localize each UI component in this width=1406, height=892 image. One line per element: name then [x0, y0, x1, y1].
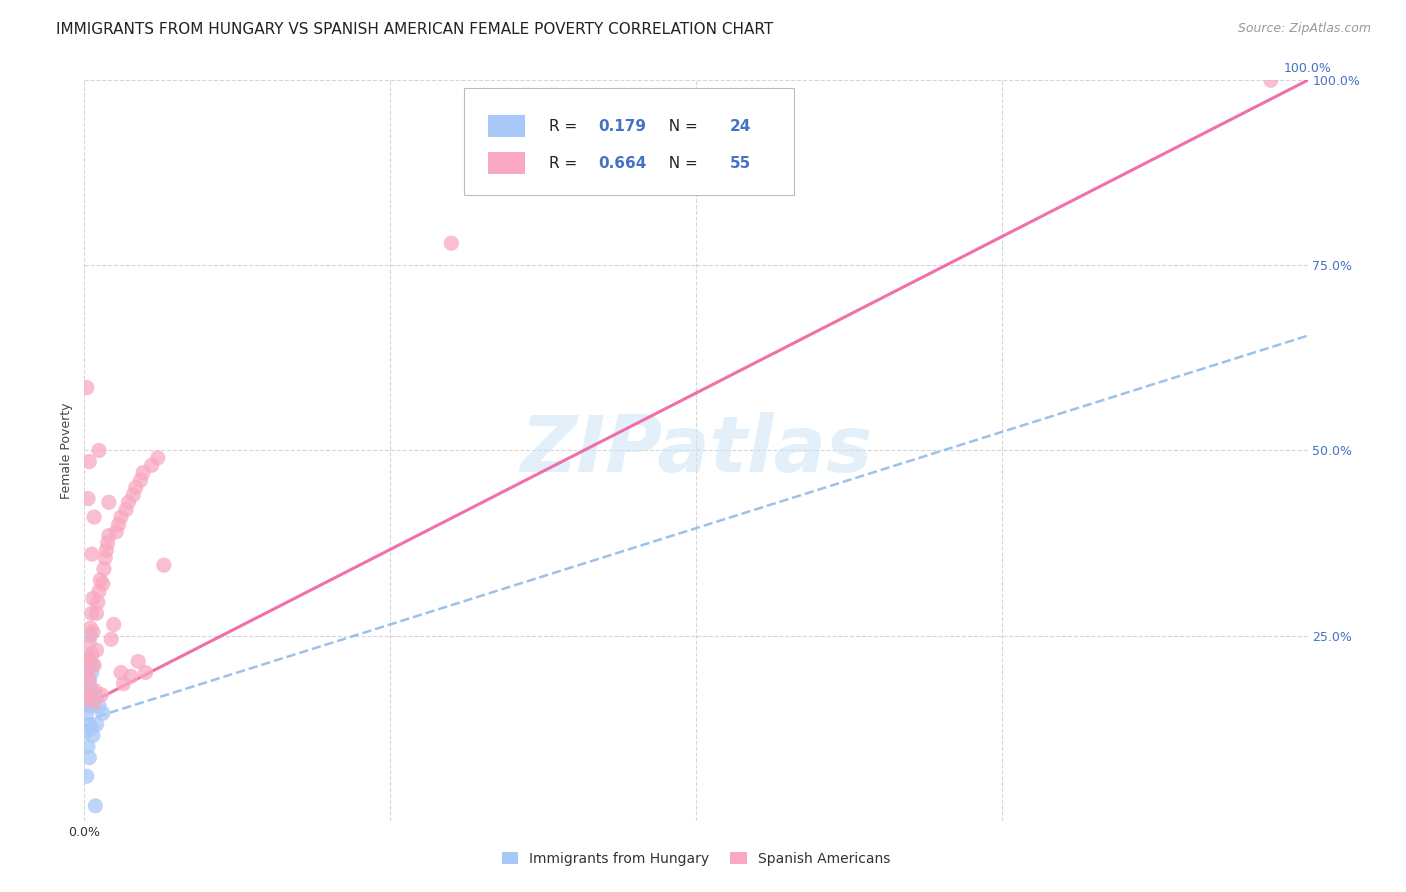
Point [80, 698, 103, 713]
Point [83, 695, 105, 709]
Point [80, 547, 103, 561]
Point [75, 724, 97, 739]
Legend: Immigrants from Hungary, Spanish Americans: Immigrants from Hungary, Spanish America… [502, 852, 890, 865]
Point [100, 632, 122, 647]
Point [77, 650, 100, 665]
Point [75, 684, 97, 698]
Point [83, 691, 105, 706]
Point [87, 443, 110, 458]
Point [82, 624, 104, 639]
Point [80, 647, 103, 661]
Point [135, 665, 157, 680]
Text: N =: N = [659, 156, 703, 171]
Point [77, 739, 100, 754]
Point [80, 721, 103, 735]
Point [75, 684, 97, 698]
Point [87, 584, 110, 599]
Point [79, 628, 101, 642]
Point [76, 380, 98, 394]
Point [84, 684, 107, 698]
Point [132, 466, 155, 480]
Text: 0.664: 0.664 [598, 156, 647, 171]
Point [122, 488, 145, 502]
Point [76, 665, 98, 680]
Point [112, 676, 135, 690]
Point [77, 491, 100, 506]
Point [79, 681, 101, 695]
Point [103, 617, 125, 632]
Point [97, 528, 120, 542]
Text: R =: R = [550, 119, 582, 134]
Point [129, 473, 152, 487]
Text: R =: R = [550, 156, 582, 171]
Point [96, 543, 118, 558]
Point [83, 658, 105, 673]
Point [77, 650, 100, 665]
Point [125, 480, 148, 494]
Point [89, 573, 111, 587]
Point [77, 636, 100, 650]
Point [120, 669, 142, 683]
Point [110, 510, 132, 524]
Point [77, 454, 100, 468]
Point [93, 562, 115, 576]
Point [107, 517, 129, 532]
Point [141, 458, 163, 473]
Point [82, 591, 104, 606]
FancyBboxPatch shape [488, 153, 524, 175]
Point [146, 450, 169, 465]
Point [76, 665, 98, 680]
Point [84, 798, 107, 813]
Point [91, 706, 114, 721]
Point [77, 717, 100, 731]
Text: N =: N = [659, 119, 703, 134]
Point [83, 688, 105, 702]
Point [82, 658, 104, 673]
Y-axis label: Female Poverty: Female Poverty [59, 402, 73, 499]
Point [76, 769, 98, 783]
Point [87, 698, 110, 713]
Text: 55: 55 [730, 156, 751, 171]
Point [97, 536, 120, 550]
Point [79, 621, 101, 635]
Point [153, 558, 176, 573]
Point [79, 655, 101, 669]
Point [127, 655, 149, 669]
Point [80, 607, 103, 621]
Text: Source: ZipAtlas.com: Source: ZipAtlas.com [1237, 22, 1371, 36]
Point [105, 524, 128, 539]
Point [86, 607, 108, 621]
FancyBboxPatch shape [464, 87, 794, 195]
Point [87, 595, 110, 609]
Point [77, 750, 100, 764]
Point [77, 698, 100, 713]
Text: 24: 24 [730, 119, 752, 134]
Point [1260, 73, 1282, 87]
Point [110, 665, 132, 680]
Text: IMMIGRANTS FROM HUNGARY VS SPANISH AMERICAN FEMALE POVERTY CORRELATION CHART: IMMIGRANTS FROM HUNGARY VS SPANISH AMERI… [56, 22, 773, 37]
Point [77, 691, 100, 706]
Point [83, 510, 105, 524]
Point [80, 665, 103, 680]
Point [86, 717, 108, 731]
Point [76, 706, 98, 721]
Text: 0.179: 0.179 [598, 119, 647, 134]
Point [117, 495, 139, 509]
Point [97, 495, 120, 509]
Point [94, 550, 117, 565]
Text: ZIPatlas: ZIPatlas [520, 412, 872, 489]
Point [440, 236, 463, 251]
Point [82, 729, 104, 743]
Point [91, 576, 114, 591]
Point [115, 502, 138, 516]
Point [77, 673, 100, 687]
FancyBboxPatch shape [488, 115, 524, 137]
Point [77, 673, 100, 687]
Point [90, 688, 112, 702]
Point [86, 643, 108, 657]
